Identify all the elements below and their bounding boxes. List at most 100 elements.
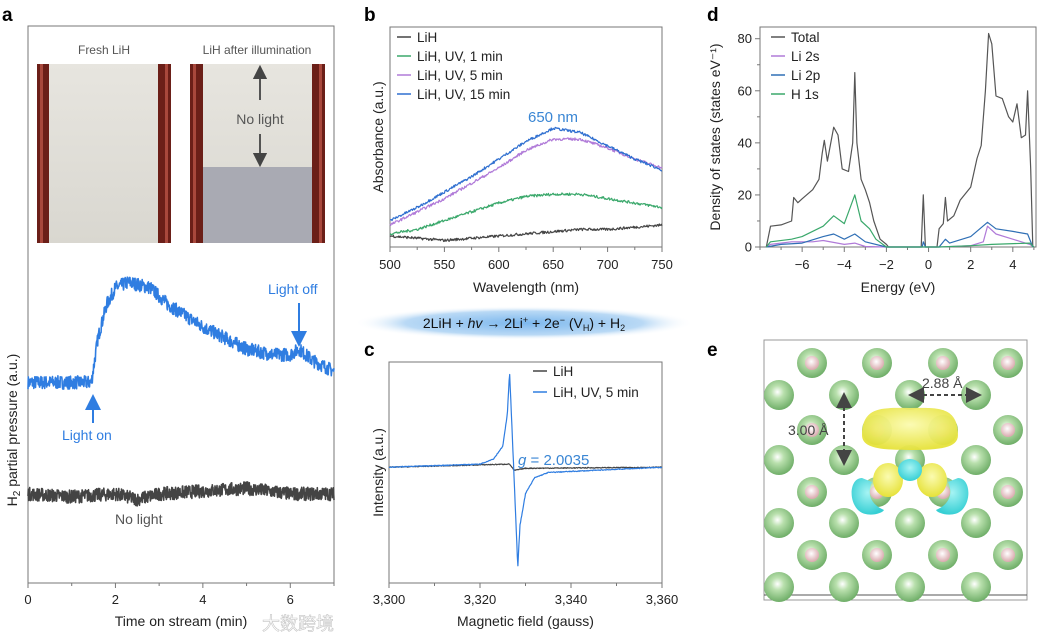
x-tick-label: −2: [879, 257, 894, 272]
chart-panel-b: 500 550 600 650 700 750 Wavelength (nm) Absorba…: [370, 26, 673, 295]
h-atom: [936, 356, 950, 370]
charge-density-cyan-center: [898, 459, 922, 481]
li-atom: [764, 445, 794, 475]
x-tick-label: 550: [434, 257, 456, 272]
series-line-lih-uv-5-min: [389, 137, 663, 226]
charge-density-yellow-right: [917, 463, 947, 497]
x-tick-label: −6: [795, 257, 810, 272]
legend-entry: LiH: [533, 364, 573, 379]
panel-label-b: b: [364, 5, 376, 26]
charge-density-cyan-left: [851, 478, 884, 515]
h-atom: [1001, 548, 1015, 562]
x-tick-label: 2: [112, 592, 119, 607]
legend-entry: LiH, UV, 1 min: [397, 49, 503, 64]
x-tick-label: 0: [925, 257, 932, 272]
reaction-equation: 2LiH + hv → 2Li+ + 2e− (VH) + H2: [354, 306, 694, 340]
h-atom: [1001, 423, 1015, 437]
y-tick-label: 0: [745, 240, 752, 255]
panel-e-structure: 2.88 Å 3.00 Å: [763, 339, 1028, 602]
x-tick-label: 3,340: [555, 592, 588, 607]
li-atom: [764, 508, 794, 538]
no-light-label: No light: [115, 511, 163, 527]
x-tick-label: 700: [597, 257, 619, 272]
series-line-li-2p: [766, 221, 1034, 248]
photo-caption-illuminated: LiH after illumination: [203, 43, 312, 57]
g-factor-label: g = 2.0035: [518, 452, 589, 469]
h-atom: [1001, 356, 1015, 370]
photo-annotation-no-light: No light: [236, 111, 284, 127]
legend-entry: LiH, UV, 5 min: [397, 68, 503, 83]
charge-density-cyan-right: [936, 478, 969, 515]
h-atom: [870, 356, 884, 370]
legend-entry: Li 2s: [771, 49, 820, 64]
x-axis-label: Time on stream (min): [115, 613, 248, 629]
light-on-label: Light on: [62, 427, 112, 443]
x-tick-label: 4: [1009, 257, 1016, 272]
x-tick-label: −4: [837, 257, 852, 272]
panel-label-a: a: [2, 5, 13, 26]
legend-label: LiH, UV, 5 min: [417, 68, 503, 83]
legend-label: LiH, UV, 15 min: [417, 87, 510, 102]
distance-label-horizontal: 2.88 Å: [922, 375, 963, 391]
x-tick-label: 0: [24, 592, 31, 607]
h-atom: [870, 548, 884, 562]
series-line-total: [765, 32, 1034, 248]
li-atom: [764, 380, 794, 410]
legend-label: LiH, UV, 1 min: [417, 49, 503, 64]
photo-illuminated-lih: No light: [190, 64, 325, 243]
chart-panel-a: 0 2 4 6 Time on stream (min): [24, 25, 335, 629]
x-tick-label: 750: [651, 257, 673, 272]
legend-entry: Total: [771, 30, 820, 45]
photo-fresh-lih: [37, 64, 171, 243]
series-line-lih-uv-15-min: [389, 126, 663, 222]
x-tick-label: 600: [488, 257, 510, 272]
photo-caption-fresh: Fresh LiH: [78, 43, 130, 57]
panel-label-d: d: [707, 5, 719, 26]
charge-density-yellow-top: [862, 407, 958, 450]
legend-label: LiH: [553, 364, 573, 379]
chart-panel-d: −6 −4 −2 0 2 4 Energy (eV) Density of states (s…: [707, 26, 1037, 295]
y-tick-label: 80: [738, 31, 752, 46]
y-axis-label: Absorbance (a.u.): [370, 81, 386, 192]
h-atom: [1001, 485, 1015, 499]
legend-entry: LiH, UV, 15 min: [397, 87, 510, 102]
legend-label: H 1s: [791, 87, 819, 102]
panel-a-ylabel: H2 partial pressure (a.u.): [4, 354, 23, 507]
plot-frame: [27, 25, 335, 584]
li-atom: [764, 572, 794, 602]
series-line-lih-uv-5-min: [388, 373, 663, 567]
x-tick-label: 3,360: [646, 592, 679, 607]
x-tick-label: 6: [287, 592, 294, 607]
svg-text:2LiH + hv → 2Li+ + 2e− (VH) +: 2LiH + hv → 2Li+ + 2e− (VH) + H2: [423, 315, 625, 333]
peak-650nm-label: 650 nm: [528, 109, 578, 126]
legend-label: Li 2s: [791, 49, 820, 64]
legend-label: LiH: [417, 30, 437, 45]
light-off-label: Light off: [268, 281, 318, 297]
li-atom: [895, 572, 925, 602]
panel-label-c: c: [364, 340, 375, 361]
h-atom: [805, 423, 819, 437]
series-line-h-1s: [765, 194, 1035, 248]
charge-density-yellow-left: [873, 463, 903, 497]
li-atom: [961, 572, 991, 602]
series-line-lih: [389, 223, 663, 243]
legend-entry: H 1s: [771, 87, 819, 102]
watermark: 大数跨境: [262, 614, 334, 633]
h-atom: [805, 356, 819, 370]
chart-panel-c: 3,300 3,320 3,340 3,360 Magnetic field (gaus…: [370, 361, 679, 629]
y-tick-label: 40: [738, 135, 752, 150]
series-line-light-on-off: [27, 276, 335, 390]
x-tick-label: 2: [967, 257, 974, 272]
h-atom: [805, 485, 819, 499]
legend-label: Total: [791, 30, 820, 45]
x-tick-label: 500: [379, 257, 401, 272]
li-atom: [961, 445, 991, 475]
legend-entry: LiH: [397, 30, 437, 45]
h-atom: [805, 548, 819, 562]
x-tick-label: 3,300: [373, 592, 406, 607]
y-tick-label: 60: [738, 83, 752, 98]
li-atom: [961, 508, 991, 538]
h-atom: [936, 548, 950, 562]
x-axis-label: Magnetic field (gauss): [457, 613, 594, 629]
